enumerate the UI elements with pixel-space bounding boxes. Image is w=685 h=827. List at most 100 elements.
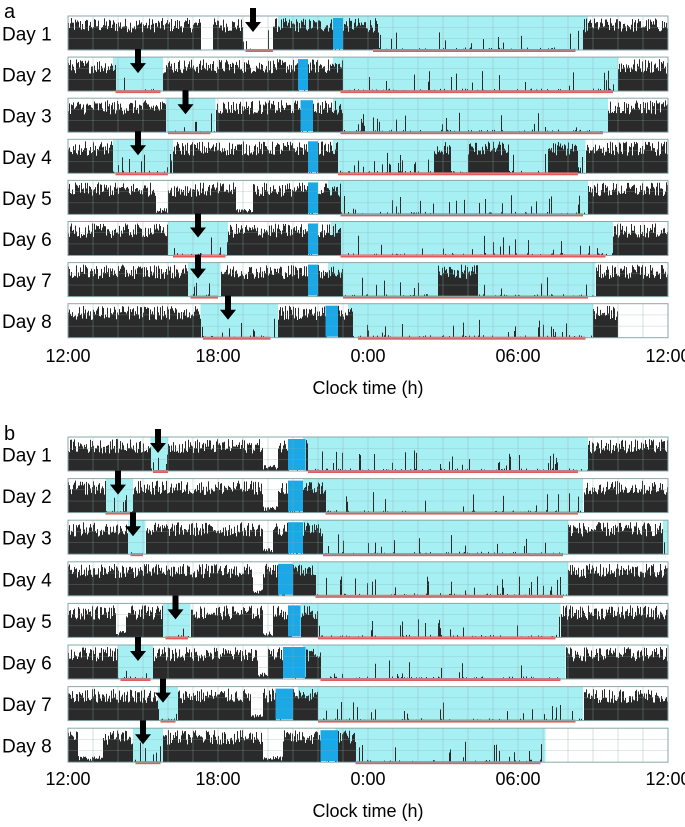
- arrow-marker: [130, 131, 146, 156]
- dark-phase: [330, 221, 613, 256]
- day-label: Day 3: [2, 529, 52, 550]
- day-label: Day 4: [2, 148, 52, 169]
- day-row: Day 1: [2, 429, 669, 473]
- arrow-marker: [110, 470, 126, 495]
- day-row: Day 4: [2, 131, 669, 176]
- dark-phase: [333, 57, 618, 92]
- light-pulse: [278, 563, 293, 595]
- dark-phase: [333, 98, 608, 133]
- day-label: Day 2: [2, 487, 52, 508]
- panel-letter: a: [4, 1, 16, 23]
- arrow-marker: [150, 429, 166, 453]
- light-pulse: [300, 100, 313, 132]
- light-pulse: [288, 439, 306, 470]
- x-tick-label: 12:00: [45, 769, 90, 789]
- x-axis-title: Clock time (h): [312, 801, 423, 821]
- dark-phase: [303, 520, 568, 555]
- day-row: Day 2: [2, 49, 669, 94]
- day-row: Day 5: [2, 179, 669, 217]
- dark-phase: [348, 303, 593, 338]
- arrow-marker: [245, 8, 261, 32]
- dark-phase: [303, 437, 588, 471]
- day-label: Day 1: [2, 445, 52, 466]
- x-tick-label: 0:00: [350, 769, 385, 789]
- x-tick-label: 12:00: [645, 769, 685, 789]
- dark-phase: [293, 561, 568, 596]
- dark-phase: [200, 303, 278, 338]
- day-label: Day 8: [2, 737, 52, 758]
- x-tick-label: 0:00: [350, 346, 385, 366]
- day-row: Day 3: [2, 90, 669, 135]
- light-pulse: [308, 223, 318, 255]
- day-row: Day 4: [2, 561, 669, 598]
- day-label: Day 7: [2, 695, 52, 716]
- arrow-marker: [135, 720, 151, 745]
- x-tick-label: 06:00: [495, 769, 540, 789]
- dark-phase: [663, 520, 668, 555]
- x-tick-label: 12:00: [45, 346, 90, 366]
- arrow-marker: [155, 678, 171, 703]
- day-label: Day 7: [2, 271, 52, 292]
- light-pulse: [288, 480, 303, 512]
- light-pulse: [325, 305, 338, 337]
- dark-phase: [335, 728, 546, 763]
- day-label: Day 1: [2, 24, 52, 45]
- light-pulse: [333, 18, 343, 49]
- row-grid: [67, 436, 669, 472]
- day-label: Day 8: [2, 312, 52, 333]
- row-grid: [67, 262, 669, 298]
- light-pulse: [308, 141, 318, 173]
- arrow-marker: [125, 512, 141, 537]
- day-label: Day 2: [2, 66, 52, 87]
- dark-phase: [333, 139, 586, 174]
- row-grid: [67, 602, 669, 638]
- row-grid: [67, 179, 669, 215]
- day-label: Day 4: [2, 570, 52, 591]
- day-row: Day 7: [2, 678, 669, 723]
- day-row: Day 1: [2, 8, 669, 52]
- row-grid: [67, 15, 669, 51]
- row-grid: [67, 138, 669, 174]
- dark-phase: [133, 728, 163, 763]
- row-grid: [67, 644, 669, 680]
- arrow-marker: [220, 295, 236, 320]
- row-grid: [67, 221, 669, 256]
- light-pulse: [283, 647, 306, 678]
- day-row: Day 2: [2, 470, 669, 515]
- light-pulse: [288, 522, 303, 554]
- row-grid: [67, 478, 669, 514]
- day-row: Day 6: [2, 213, 669, 258]
- arrow-marker: [167, 595, 184, 620]
- panel-letter: b: [4, 423, 15, 445]
- row-grid: [67, 727, 669, 763]
- arrow-marker: [190, 254, 206, 279]
- day-label: Day 5: [2, 612, 52, 633]
- x-axis-title: Clock time (h): [312, 378, 423, 398]
- x-tick-label: 12:00: [645, 346, 685, 366]
- row-grid: [67, 303, 669, 339]
- day-row: Day 3: [2, 512, 669, 557]
- dark-phase: [300, 603, 561, 638]
- day-label: Day 5: [2, 189, 52, 210]
- light-pulse: [320, 730, 338, 762]
- day-row: Day 8: [2, 720, 669, 765]
- row-grid: [67, 56, 669, 92]
- x-tick-label: 06:00: [495, 346, 540, 366]
- day-label: Day 3: [2, 107, 52, 128]
- day-row: Day 8: [2, 295, 669, 340]
- dark-phase: [188, 262, 221, 297]
- row-grid: [67, 519, 669, 555]
- light-pulse: [308, 264, 318, 296]
- day-row: Day 7: [2, 254, 669, 299]
- row-grid: [67, 686, 669, 722]
- day-label: Day 6: [2, 230, 52, 251]
- dark-phase: [328, 180, 588, 215]
- row-grid: [67, 97, 669, 133]
- row-grid: [67, 561, 669, 597]
- dark-phase: [165, 98, 216, 133]
- light-pulse: [275, 688, 293, 720]
- x-tick-label: 18:00: [195, 346, 240, 366]
